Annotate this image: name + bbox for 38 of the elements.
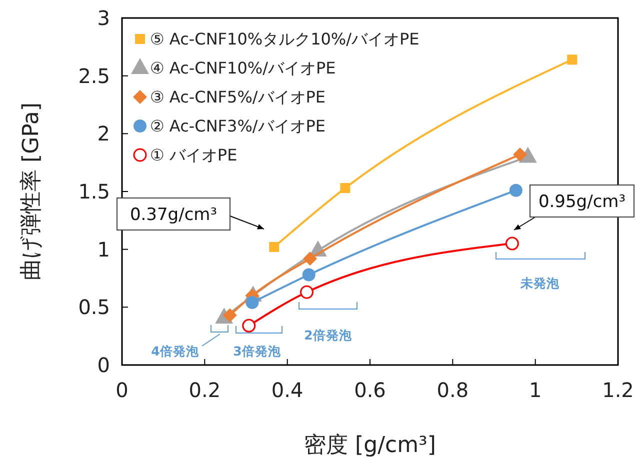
x-tick-label: 0.2 [188, 378, 221, 402]
point [509, 184, 522, 197]
x-tick-label: 0.8 [436, 378, 469, 402]
y-tick-label: 2.5 [78, 64, 110, 88]
annotation: 0.95g/cm³ [538, 192, 626, 212]
y-tick-label: 3 [97, 6, 110, 30]
point [242, 318, 256, 332]
annotation: 4倍発泡 [151, 343, 200, 358]
x-tick-label: 0.4 [271, 378, 304, 402]
legend-label: ① バイオPE [150, 146, 238, 165]
point [505, 236, 519, 250]
y-tick-label: 1 [97, 237, 110, 262]
y-tick-label: 0.5 [78, 295, 110, 320]
x-tick-label: 0.6 [354, 378, 386, 402]
annotation: 0.37g/cm³ [130, 204, 218, 225]
point [246, 296, 259, 310]
legend-label: ③ Ac-CNF5%/バイオPE [150, 88, 326, 107]
point [567, 54, 578, 65]
point [269, 242, 280, 252]
x-tick-label: 1 [528, 378, 542, 402]
y-tick-label: 0 [97, 353, 110, 377]
y-tick-label: 2 [97, 122, 110, 146]
legend-label: ⑤ Ac-CNF10%タルク10%/バイオPE [150, 30, 420, 49]
y-axis-title: 曲げ弾性率 [GPa] [19, 102, 44, 280]
legend-label: ④ Ac-CNF10%/バイオPE [150, 58, 336, 78]
x-axis-title: 密度 [g/cm³] [304, 433, 436, 458]
y-tick-label: 1.5 [78, 180, 110, 204]
point [303, 252, 318, 266]
point [340, 183, 350, 194]
annotation: 未発泡 [520, 275, 560, 290]
annotation: 3倍発泡 [233, 343, 282, 358]
point [300, 285, 314, 299]
x-tick-label: 1.2 [602, 378, 634, 402]
annotation: 2倍発泡 [304, 327, 353, 342]
point [302, 268, 316, 282]
x-tick-label: 0 [116, 378, 128, 402]
legend-label: ② Ac-CNF3%/バイオPE [150, 116, 326, 136]
point [513, 147, 528, 162]
